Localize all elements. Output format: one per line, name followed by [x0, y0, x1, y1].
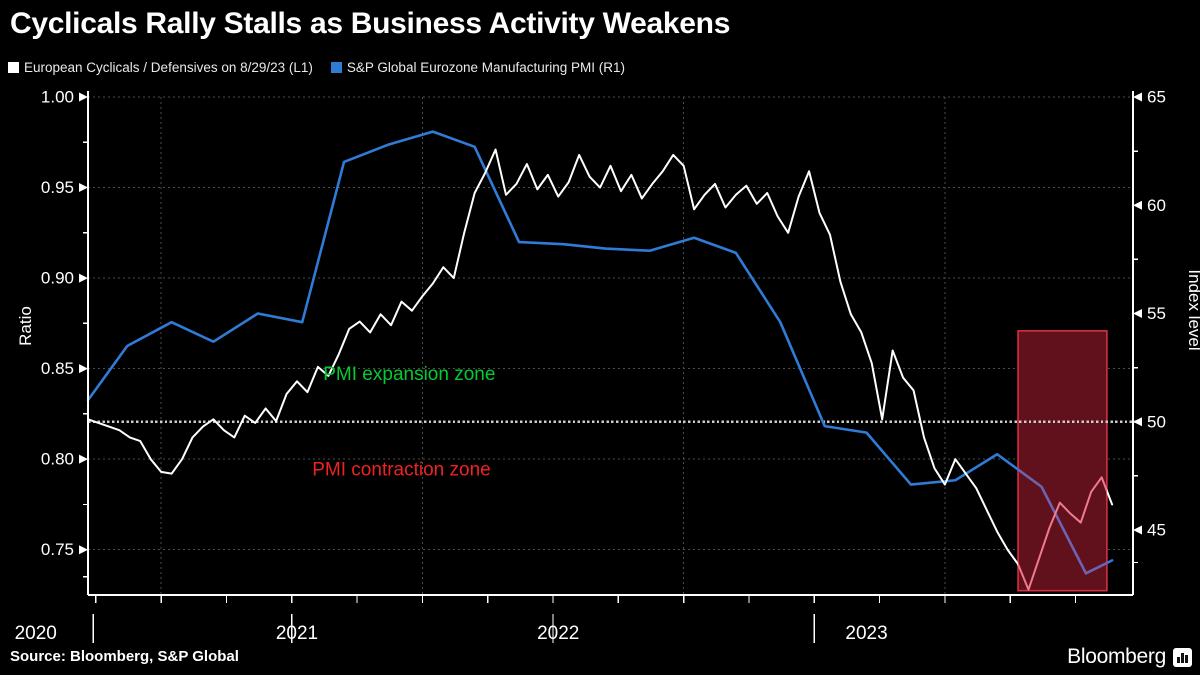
- square-swatch-white-icon: [8, 61, 19, 73]
- y-axis-left-tick-label: 0.75: [41, 540, 74, 559]
- axis-tick-left: [79, 92, 88, 102]
- y-axis-right-tick-label: 55: [1147, 304, 1166, 323]
- axis-tick-right: [1133, 417, 1142, 427]
- series-line-pmi: [1106, 559, 1114, 565]
- chart-legend: European Cyclicals / Defensives on 8/29/…: [8, 57, 625, 77]
- x-axis-tick-label: 2020: [15, 623, 57, 644]
- y-axis-right-tick-label: 65: [1147, 88, 1166, 107]
- source-note: Source: Bloomberg, S&P Global: [10, 648, 239, 665]
- axis-tick-left: [79, 454, 88, 464]
- axis-tick-left: [79, 183, 88, 193]
- axis-tick-right: [1133, 92, 1142, 102]
- axis-tick-right: [1133, 525, 1142, 535]
- axis-tick-right: [1133, 200, 1142, 210]
- axis-tick-left: [79, 545, 88, 555]
- x-axis-tick-label: 2022: [537, 623, 579, 644]
- series-line-pmi: [86, 130, 1019, 486]
- y-axis-left-tick-label: 0.80: [41, 450, 74, 469]
- y-axis-right-tick-label: 50: [1147, 412, 1166, 431]
- x-axis-tick-label: 2023: [845, 623, 887, 644]
- y-axis-left-tick-label: 0.85: [41, 359, 74, 378]
- y-axis-right-tick-label: 60: [1147, 196, 1166, 215]
- annotation-expansion-zone: PMI expansion zone: [323, 364, 495, 385]
- y-axis-right-tick-label: 45: [1147, 521, 1166, 540]
- y-axis-right-title: Index level: [1185, 269, 1200, 351]
- brand-label: Bloomberg: [1067, 645, 1166, 668]
- axis-tick-left: [79, 273, 88, 283]
- y-axis-left-tick-label: 1.00: [41, 88, 74, 107]
- y-axis-left-tick-label: 0.95: [41, 178, 74, 197]
- y-axis-left-title: Ratio: [16, 306, 35, 346]
- series-line-ratio: [87, 148, 1019, 567]
- y-axis-left-tick-label: 0.90: [41, 269, 74, 288]
- legend-item-pmi[interactable]: S&P Global Eurozone Manufacturing PMI (R…: [330, 59, 626, 75]
- annotation-contraction-zone: PMI contraction zone: [312, 459, 490, 480]
- square-swatch-blue-icon: [330, 61, 342, 73]
- bar-chart-icon: [1173, 647, 1192, 667]
- axis-tick-left: [79, 364, 88, 374]
- legend-item-cyclicals[interactable]: European Cyclicals / Defensives on 8/29/…: [8, 60, 313, 75]
- series-line-pmi-highlighted: [1018, 467, 1107, 575]
- recent-period-highlight: [1017, 330, 1108, 592]
- series-line-ratio-highlighted: [1018, 476, 1107, 591]
- bloomberg-brand: Bloomberg: [1067, 645, 1192, 669]
- series-line-ratio: [1106, 488, 1114, 506]
- legend-label: S&P Global Eurozone Manufacturing PMI (R…: [346, 59, 626, 75]
- page-title: Cyclicals Rally Stalls as Business Activ…: [10, 7, 731, 40]
- x-axis-tick-label: 2021: [276, 623, 318, 644]
- axis-tick-right: [1133, 309, 1142, 319]
- legend-label: European Cyclicals / Defensives on 8/29/…: [24, 59, 313, 75]
